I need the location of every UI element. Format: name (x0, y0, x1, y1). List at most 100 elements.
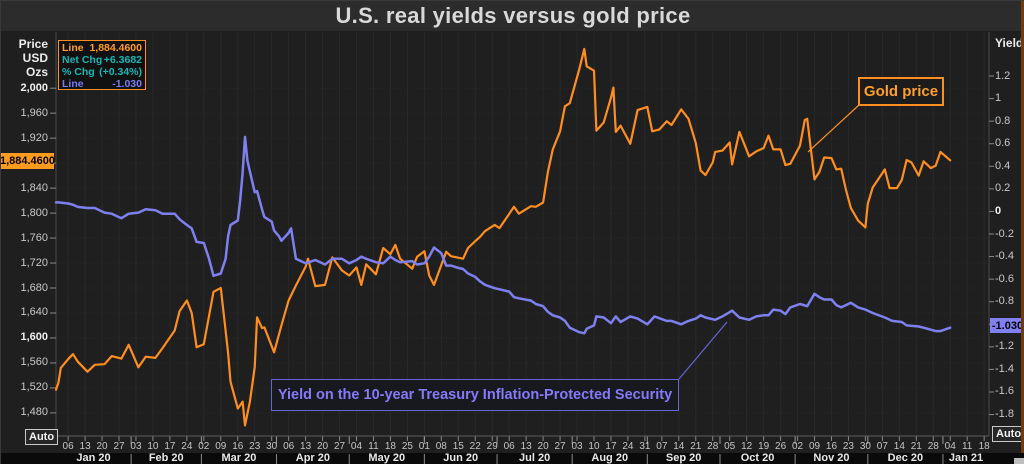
x-axis-week-label: 13 (520, 441, 532, 452)
x-axis-month-label: Dec 20 (887, 452, 924, 464)
tips-yield-callout[interactable]: Yield on the 10-year Treasury Inflation-… (271, 379, 679, 411)
x-axis-month-label: Aug 20 (591, 452, 629, 464)
x-axis-month-label: Jul 20 (519, 452, 551, 464)
right-axis-header: Yield (995, 36, 1024, 50)
page-title: U.S. real yields versus gold price (335, 3, 691, 28)
window-right-border (1021, 1, 1024, 453)
x-axis-week-label: 06 (62, 441, 74, 452)
x-axis-week-label: 13 (300, 441, 312, 452)
x-axis-week-label: 24 (622, 441, 634, 452)
right-axis-tick-label: -0.2 (995, 227, 1014, 240)
left-axis-tick-label: 1,920 (20, 131, 48, 144)
x-axis-week-label: 01 (418, 441, 430, 452)
x-axis-week-label: 18 (978, 441, 990, 452)
x-axis-week-label: 20 (537, 441, 549, 452)
tips-yield-line[interactable] (54, 135, 952, 335)
x-axis-month-label: Nov 20 (813, 452, 850, 464)
x-axis-week-label: 15 (452, 441, 464, 452)
x-axis-week-label: 12 (741, 441, 753, 452)
x-axis-week-label: 10 (147, 441, 159, 452)
x-axis-week-label: 19 (758, 441, 770, 452)
right-axis-tick-label: 1.2 (995, 69, 1011, 82)
tips-leader (678, 321, 728, 380)
right-axis-tick-label: -0.4 (995, 250, 1014, 263)
left-axis-tick-label: 1,960 (20, 106, 48, 119)
x-axis-week-label: 30 (266, 441, 278, 452)
x-axis-month-label: Apr 20 (295, 452, 330, 464)
x-axis-week-label: 16 (825, 441, 838, 452)
x-axis-week-label: 29 (486, 441, 498, 452)
x-axis-week-label: 21 (690, 441, 702, 452)
x-axis-week-label: 05 (724, 441, 736, 452)
left-axis-tick-label: 2,000 (20, 81, 48, 94)
x-axis-week-label: 09 (808, 441, 821, 452)
x-axis-week-label: 07 (876, 441, 888, 452)
left-axis-tick-label: 1,600 (20, 331, 48, 344)
x-axis-week-label: 03 (571, 441, 583, 452)
left-axis-tick-label: 1,640 (20, 306, 48, 319)
x-axis-month-label: Jun 20 (443, 452, 479, 464)
x-axis-week-label: 10 (588, 441, 600, 452)
x-axis-week-label: 30 (859, 441, 871, 452)
x-axis-week-label: 04 (944, 441, 956, 452)
right-axis-tick-label: 0.2 (995, 182, 1011, 195)
x-axis-week-label: 20 (317, 441, 329, 452)
x-axis-week-label: 04 (350, 441, 363, 452)
right-axis-tick-label: 0.6 (995, 137, 1011, 150)
legend-box: Line 1,884.4600 Net Chg +6.3682 % Chg (+… (58, 40, 146, 90)
x-axis-week-label: 20 (96, 441, 108, 452)
left-axis-tick-label: 1,720 (20, 256, 48, 269)
legend-row-net-chg[interactable]: Net Chg +6.3682 (62, 54, 142, 66)
gold-last-price-badge: 1,884.4600 (0, 153, 56, 169)
left-axis-tick-label: 1,680 (20, 281, 48, 294)
title-bar: U.S. real yields versus gold price (1, 1, 1024, 31)
tips-last-yield-badge: -1.030 (990, 318, 1024, 333)
x-axis-month-strip (1, 453, 1024, 464)
left-axis-header: Price USD Ozs (18, 37, 48, 79)
x-axis-week-label: 06 (503, 441, 515, 452)
legend-row-gold-line[interactable]: Line 1,884.4600 (62, 42, 142, 54)
x-axis-week-label: 27 (333, 441, 346, 452)
x-axis-week-label: 28 (707, 441, 719, 452)
gold-price-callout[interactable]: Gold price (858, 77, 944, 106)
x-axis-week-label: 02 (791, 441, 804, 452)
gold-price-line[interactable] (54, 47, 952, 427)
x-axis-week-label: 24 (181, 441, 193, 452)
x-axis-week-label: 23 (249, 441, 261, 452)
x-axis-month-label: Feb 20 (148, 452, 184, 464)
right-axis-tick-label: -0.8 (995, 295, 1014, 308)
right-axis-tick-label: -1.4 (995, 362, 1014, 375)
right-axis-tick-label: -0.6 (995, 272, 1014, 285)
left-axis-tick-label: 1,760 (20, 231, 48, 244)
legend-row-tips-line[interactable]: Line -1.030 (62, 78, 142, 90)
x-axis-week-label: 02 (198, 441, 210, 452)
legend-row-pct-chg[interactable]: % Chg (+0.34%) (62, 66, 142, 78)
right-axis-tick-label: 0.4 (995, 159, 1011, 172)
x-axis-month-label: Jan 20 (76, 452, 111, 464)
left-axis-tick-label: 1,480 (20, 406, 48, 419)
right-axis-tick-label: 0.8 (995, 114, 1011, 127)
left-axis-tick-label: 1,840 (20, 181, 48, 194)
left-axis-tick-label: 1,560 (20, 356, 48, 369)
x-axis-week-label: 07 (656, 441, 668, 452)
x-axis-week-label: 09 (215, 441, 227, 452)
left-axis-tick-label: 1,520 (20, 381, 48, 394)
right-axis-tick-label: 1 (995, 92, 1002, 105)
x-axis-week-label: 17 (605, 441, 617, 452)
right-axis-tick-label: -1.2 (995, 340, 1014, 353)
x-axis-week-label: 27 (113, 441, 125, 452)
x-axis-month-label: May 20 (368, 452, 406, 464)
x-axis-month-label: Jan 21 (948, 452, 984, 464)
x-axis-month-label: Mar 20 (221, 452, 257, 464)
left-axis-auto-button[interactable]: Auto (25, 429, 59, 445)
right-axis-tick-label: -1.6 (995, 385, 1014, 398)
x-axis-week-label: 31 (639, 441, 651, 452)
x-axis-week-label: 08 (435, 441, 447, 452)
resize-grip[interactable] (1014, 458, 1024, 464)
x-axis-week-label: 11 (368, 441, 379, 452)
x-axis-week-label: 06 (283, 441, 295, 452)
x-axis-week-label: 23 (842, 441, 854, 452)
x-axis-week-label: 13 (79, 441, 91, 452)
right-axis-auto-button[interactable]: Auto (992, 426, 1024, 442)
